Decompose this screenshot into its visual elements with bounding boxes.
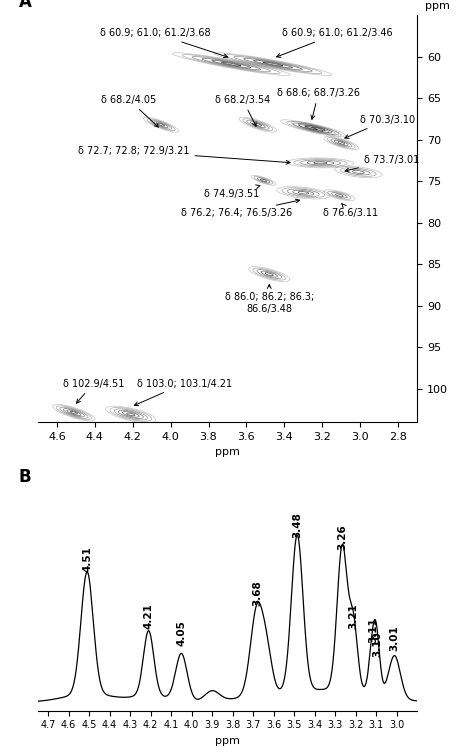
X-axis label: ppm: ppm: [215, 447, 240, 457]
Text: δ 102.9/4.51: δ 102.9/4.51: [63, 379, 124, 403]
Text: δ 73.7/3.01: δ 73.7/3.01: [345, 154, 419, 172]
Text: δ 76.6/3.11: δ 76.6/3.11: [323, 203, 378, 218]
Text: δ 68.2/4.05: δ 68.2/4.05: [101, 94, 158, 127]
Text: 3.26: 3.26: [337, 524, 347, 550]
Text: 3.21: 3.21: [348, 604, 358, 630]
Text: 4.05: 4.05: [176, 621, 186, 646]
Text: 4.21: 4.21: [144, 603, 154, 630]
Text: 3.11: 3.11: [368, 617, 378, 643]
Text: δ 68.2/3.54: δ 68.2/3.54: [215, 94, 270, 126]
Text: δ 70.3/3.10: δ 70.3/3.10: [345, 115, 415, 138]
Text: 3.01: 3.01: [390, 626, 400, 652]
Text: δ 60.9; 61.0; 61.2/3.46: δ 60.9; 61.0; 61.2/3.46: [277, 29, 393, 57]
Text: δ 76.2; 76.4; 76.5/3.26: δ 76.2; 76.4; 76.5/3.26: [182, 199, 300, 218]
Text: δ 72.7; 72.8; 72.9/3.21: δ 72.7; 72.8; 72.9/3.21: [78, 146, 290, 164]
X-axis label: ppm: ppm: [215, 736, 240, 746]
Text: 4.51: 4.51: [82, 546, 92, 572]
Text: ppm: ppm: [425, 1, 449, 11]
Text: δ 60.9; 61.0; 61.2/3.68: δ 60.9; 61.0; 61.2/3.68: [100, 29, 228, 57]
Text: 3.48: 3.48: [292, 513, 302, 538]
Text: δ 103.0; 103.1/4.21: δ 103.0; 103.1/4.21: [134, 379, 232, 406]
Text: B: B: [19, 469, 32, 486]
Text: 3.10: 3.10: [372, 631, 382, 656]
Text: δ 86.0; 86.2; 86.3;
86.6/3.48: δ 86.0; 86.2; 86.3; 86.6/3.48: [225, 284, 314, 314]
Text: δ 74.9/3.51: δ 74.9/3.51: [204, 185, 260, 200]
Text: 3.68: 3.68: [252, 580, 262, 606]
Text: A: A: [19, 0, 32, 11]
Text: δ 68.6; 68.7/3.26: δ 68.6; 68.7/3.26: [277, 88, 360, 119]
